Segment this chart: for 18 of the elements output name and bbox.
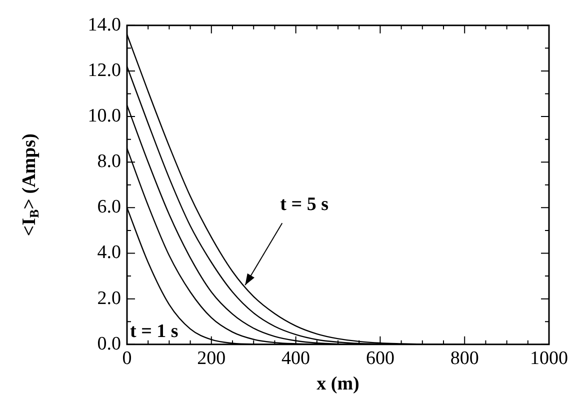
y-tick-label: 0.0 bbox=[97, 333, 121, 354]
x-axis-title: x (m) bbox=[316, 374, 360, 395]
y-tick-label: 6.0 bbox=[97, 196, 121, 218]
y-tick-label: 12.0 bbox=[88, 60, 121, 81]
x-tick-label: 200 bbox=[197, 348, 226, 369]
y-tick-label: 10.0 bbox=[88, 106, 121, 127]
x-tick-label: 600 bbox=[366, 348, 394, 369]
annotation: t = 5 s bbox=[280, 194, 328, 216]
y-tick-label: 14.0 bbox=[88, 14, 121, 36]
x-tick-label: 400 bbox=[282, 348, 310, 369]
annotation: t = 1 s bbox=[130, 320, 178, 342]
y-axis-title: <IB> (Amps) bbox=[18, 134, 42, 236]
x-tick-label: 0 bbox=[122, 348, 132, 369]
x-tick-label: 1000 bbox=[530, 348, 568, 369]
y-tick-label: 4.0 bbox=[97, 242, 121, 264]
y-tick-label: 2.0 bbox=[97, 288, 121, 309]
y-tick-label: 8.0 bbox=[97, 151, 121, 172]
x-tick-label: 800 bbox=[450, 348, 479, 369]
